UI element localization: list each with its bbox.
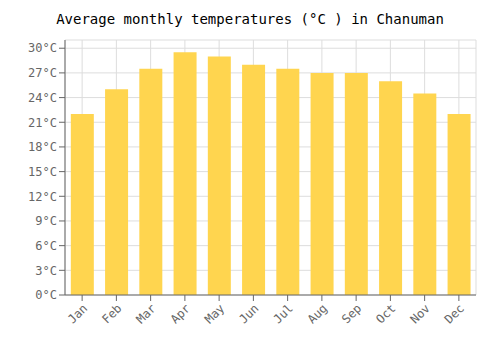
svg-text:Feb: Feb — [99, 301, 124, 326]
svg-text:18°C: 18°C — [28, 140, 57, 154]
svg-text:15°C: 15°C — [28, 165, 57, 179]
svg-text:12°C: 12°C — [28, 190, 57, 204]
svg-text:Aug: Aug — [305, 301, 330, 326]
svg-text:Nov: Nov — [408, 301, 433, 326]
svg-text:27°C: 27°C — [28, 66, 57, 80]
svg-text:30°C: 30°C — [28, 41, 57, 55]
svg-text:Dec: Dec — [442, 301, 467, 326]
svg-text:21°C: 21°C — [28, 116, 57, 130]
svg-text:Oct: Oct — [373, 301, 398, 326]
svg-text:Mar: Mar — [134, 301, 159, 326]
svg-text:Apr: Apr — [168, 301, 193, 326]
svg-text:0°C: 0°C — [35, 288, 57, 302]
svg-text:Sep: Sep — [339, 301, 364, 326]
svg-text:9°C: 9°C — [35, 214, 57, 228]
svg-text:Jul: Jul — [271, 301, 296, 326]
svg-text:Jan: Jan — [65, 301, 90, 326]
svg-text:Jun: Jun — [236, 301, 261, 326]
svg-text:May: May — [202, 301, 227, 326]
html-text:Average monthly temperatures (: Average monthly temperatures (°C ) in Ch… — [56, 11, 444, 27]
svg-text:3°C: 3°C — [35, 264, 57, 278]
svg-text:24°C: 24°C — [28, 91, 57, 105]
svg-text:6°C: 6°C — [35, 239, 57, 253]
